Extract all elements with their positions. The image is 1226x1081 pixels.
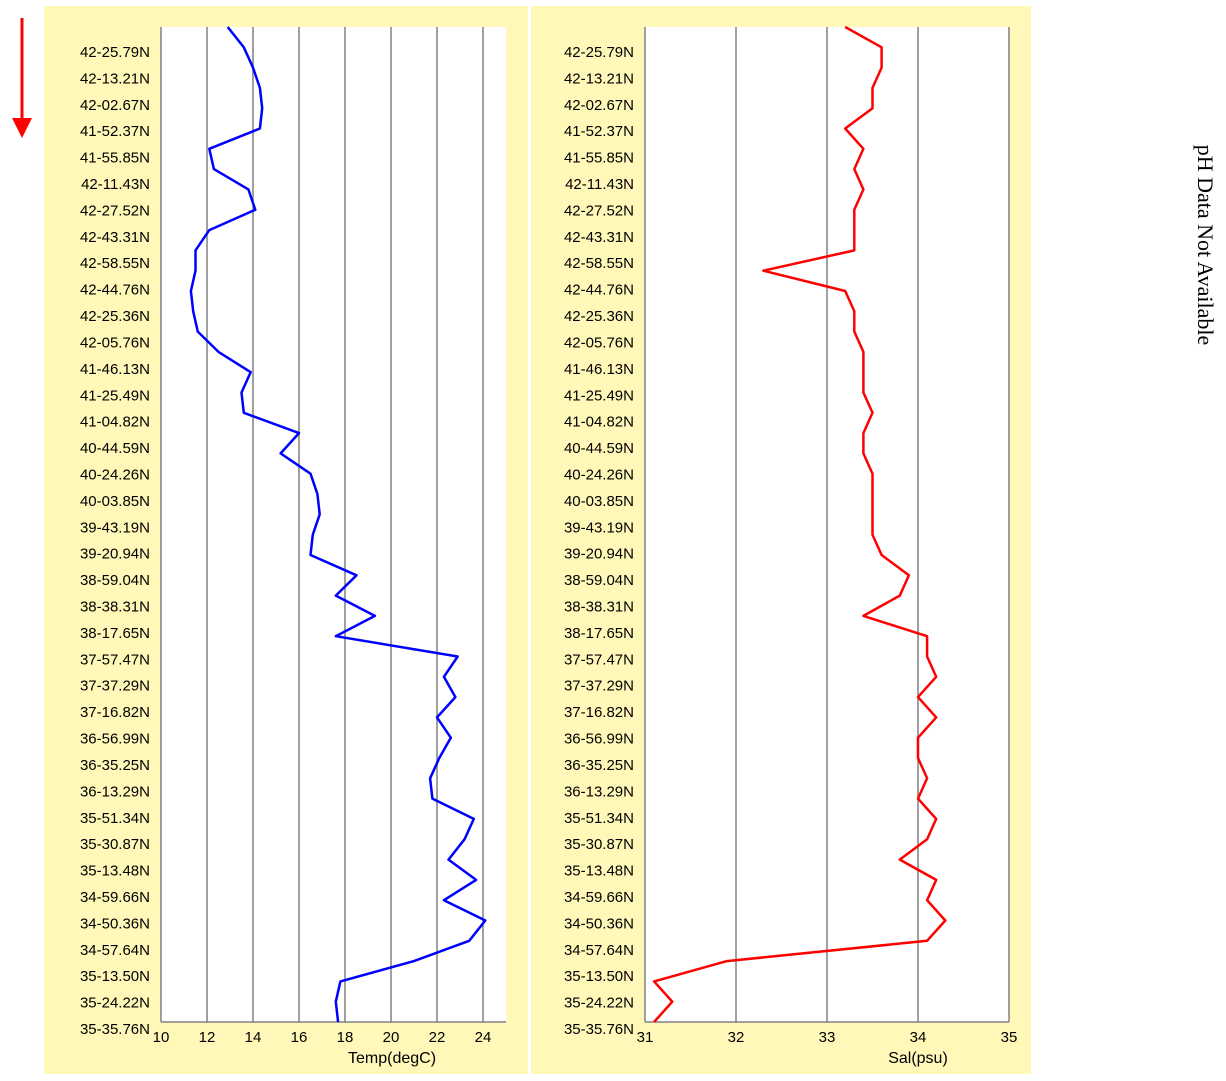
- x-tick-label: 20: [383, 1029, 400, 1046]
- y-tick-label: 42-13.21N: [564, 70, 634, 87]
- y-tick-label: 34-57.64N: [564, 942, 634, 959]
- y-tick-label: 35-24.22N: [564, 995, 634, 1012]
- y-tick-label: 41-04.82N: [80, 414, 150, 431]
- salinity-chart: 42-25.79N 42-13.21N 42-02.67N 41-52.37N 41-5…: [531, 6, 1031, 1074]
- x-tick-label: 12: [199, 1029, 216, 1046]
- y-tick-label: 40-24.26N: [564, 466, 634, 483]
- x-tick-label: 35: [1001, 1029, 1018, 1046]
- salinity-axis-label: Sal(psu): [888, 1050, 948, 1067]
- y-tick-label: 35-13.48N: [80, 863, 150, 880]
- y-tick-label: 38-38.31N: [80, 599, 150, 616]
- x-tick-label: 33: [819, 1029, 836, 1046]
- x-tick-label: 31: [637, 1029, 654, 1046]
- y-tick-label: 40-03.85N: [80, 493, 150, 510]
- x-tick-label: 18: [337, 1029, 354, 1046]
- y-tick-label: 34-57.64N: [80, 942, 150, 959]
- x-tick-label: 24: [475, 1029, 492, 1046]
- y-tick-label: 39-20.94N: [80, 546, 150, 563]
- x-tick-label: 16: [291, 1029, 308, 1046]
- y-tick-label: 36-56.99N: [80, 731, 150, 748]
- y-tick-label: 42-11.43N: [565, 176, 634, 193]
- ph-unavailable-note: pH Data Not Available: [1193, 145, 1218, 346]
- y-tick-label: 41-55.85N: [564, 150, 634, 167]
- y-tick-label: 42-05.76N: [564, 334, 634, 351]
- y-tick-label: 40-44.59N: [564, 440, 634, 457]
- y-tick-label: 35-35.76N: [564, 1021, 634, 1038]
- y-tick-label: 40-44.59N: [80, 440, 150, 457]
- y-tick-label: 36-35.25N: [564, 757, 634, 774]
- y-tick-label: 37-16.82N: [80, 704, 150, 721]
- y-tick-label: 41-52.37N: [564, 123, 634, 140]
- y-tick-label: 34-59.66N: [564, 889, 634, 906]
- y-tick-label: 42-02.67N: [80, 97, 150, 114]
- y-tick-label: 38-38.31N: [564, 599, 634, 616]
- y-tick-label: 36-13.29N: [564, 783, 634, 800]
- x-tick-label: 34: [910, 1029, 927, 1046]
- temperature-series-line: [189, 26, 487, 1023]
- y-tick-label: 35-24.22N: [80, 995, 150, 1012]
- y-tick-label: 42-25.79N: [564, 44, 634, 61]
- y-tick-label: 37-57.47N: [564, 651, 634, 668]
- y-tick-label: 42-27.52N: [564, 202, 634, 219]
- y-tick-label: 37-37.29N: [80, 678, 150, 695]
- y-tick-label: 42-58.55N: [80, 255, 150, 272]
- x-tick-label: 22: [429, 1029, 446, 1046]
- temperature-axis-label: Temp(degC): [348, 1050, 436, 1067]
- y-tick-label: 35-13.50N: [564, 968, 634, 985]
- y-tick-label: 36-35.25N: [80, 757, 150, 774]
- y-tick-label: 42-11.43N: [81, 176, 150, 193]
- y-tick-label: 34-59.66N: [80, 889, 150, 906]
- y-tick-label: 35-51.34N: [564, 810, 634, 827]
- y-tick-label: 37-37.29N: [564, 678, 634, 695]
- y-tick-label: 41-46.13N: [564, 361, 634, 378]
- y-tick-label: 40-03.85N: [564, 493, 634, 510]
- y-tick-label: 35-13.48N: [564, 863, 634, 880]
- y-tick-label: 38-59.04N: [564, 572, 634, 589]
- down-arrow-icon: [12, 18, 32, 138]
- y-tick-label: 42-13.21N: [80, 70, 150, 87]
- y-tick-label: 41-04.82N: [564, 414, 634, 431]
- y-tick-label: 34-50.36N: [80, 915, 150, 932]
- y-tick-label: 41-52.37N: [80, 123, 150, 140]
- y-tick-label: 39-20.94N: [564, 546, 634, 563]
- y-tick-label: 38-17.65N: [80, 625, 150, 642]
- y-tick-label: 34-50.36N: [564, 915, 634, 932]
- y-tick-label: 42-25.36N: [564, 308, 634, 325]
- y-tick-label: 37-16.82N: [564, 704, 634, 721]
- x-tick-label: 10: [153, 1029, 170, 1046]
- y-tick-label: 35-30.87N: [80, 836, 150, 853]
- temperature-chart: 42-25.79N 42-13.21N 42-02.67N 41-52.37N 41-5…: [44, 6, 528, 1074]
- y-tick-label: 37-57.47N: [80, 651, 150, 668]
- y-tick-label: 36-13.29N: [80, 783, 150, 800]
- y-tick-label: 36-56.99N: [564, 731, 634, 748]
- y-tick-label: 39-43.19N: [564, 519, 634, 536]
- y-tick-label: 35-51.34N: [80, 810, 150, 827]
- y-tick-label: 40-24.26N: [80, 466, 150, 483]
- x-tick-label: 14: [245, 1029, 262, 1046]
- y-tick-label: 42-02.67N: [564, 97, 634, 114]
- y-tick-label: 42-27.52N: [80, 202, 150, 219]
- y-tick-label: 42-43.31N: [564, 229, 634, 246]
- y-tick-label: 42-44.76N: [564, 282, 634, 299]
- y-tick-label: 35-30.87N: [564, 836, 634, 853]
- y-tick-label: 38-17.65N: [564, 625, 634, 642]
- y-tick-label: 39-43.19N: [80, 519, 150, 536]
- y-tick-label: 38-59.04N: [80, 572, 150, 589]
- y-tick-label: 42-43.31N: [80, 229, 150, 246]
- salinity-series-line: [652, 25, 947, 1023]
- y-tick-label: 42-44.76N: [80, 282, 150, 299]
- y-tick-label: 35-13.50N: [80, 968, 150, 985]
- y-tick-label: 41-55.85N: [80, 150, 150, 167]
- plot-area: [161, 27, 506, 1022]
- y-tick-label: 41-46.13N: [80, 361, 150, 378]
- y-tick-label: 41-25.49N: [564, 387, 634, 404]
- y-tick-label: 42-58.55N: [564, 255, 634, 272]
- x-tick-label: 32: [728, 1029, 745, 1046]
- y-tick-label: 41-25.49N: [80, 387, 150, 404]
- y-tick-label: 42-25.36N: [80, 308, 150, 325]
- y-tick-label: 35-35.76N: [80, 1021, 150, 1038]
- y-tick-label: 42-25.79N: [80, 44, 150, 61]
- y-tick-label: 42-05.76N: [80, 334, 150, 351]
